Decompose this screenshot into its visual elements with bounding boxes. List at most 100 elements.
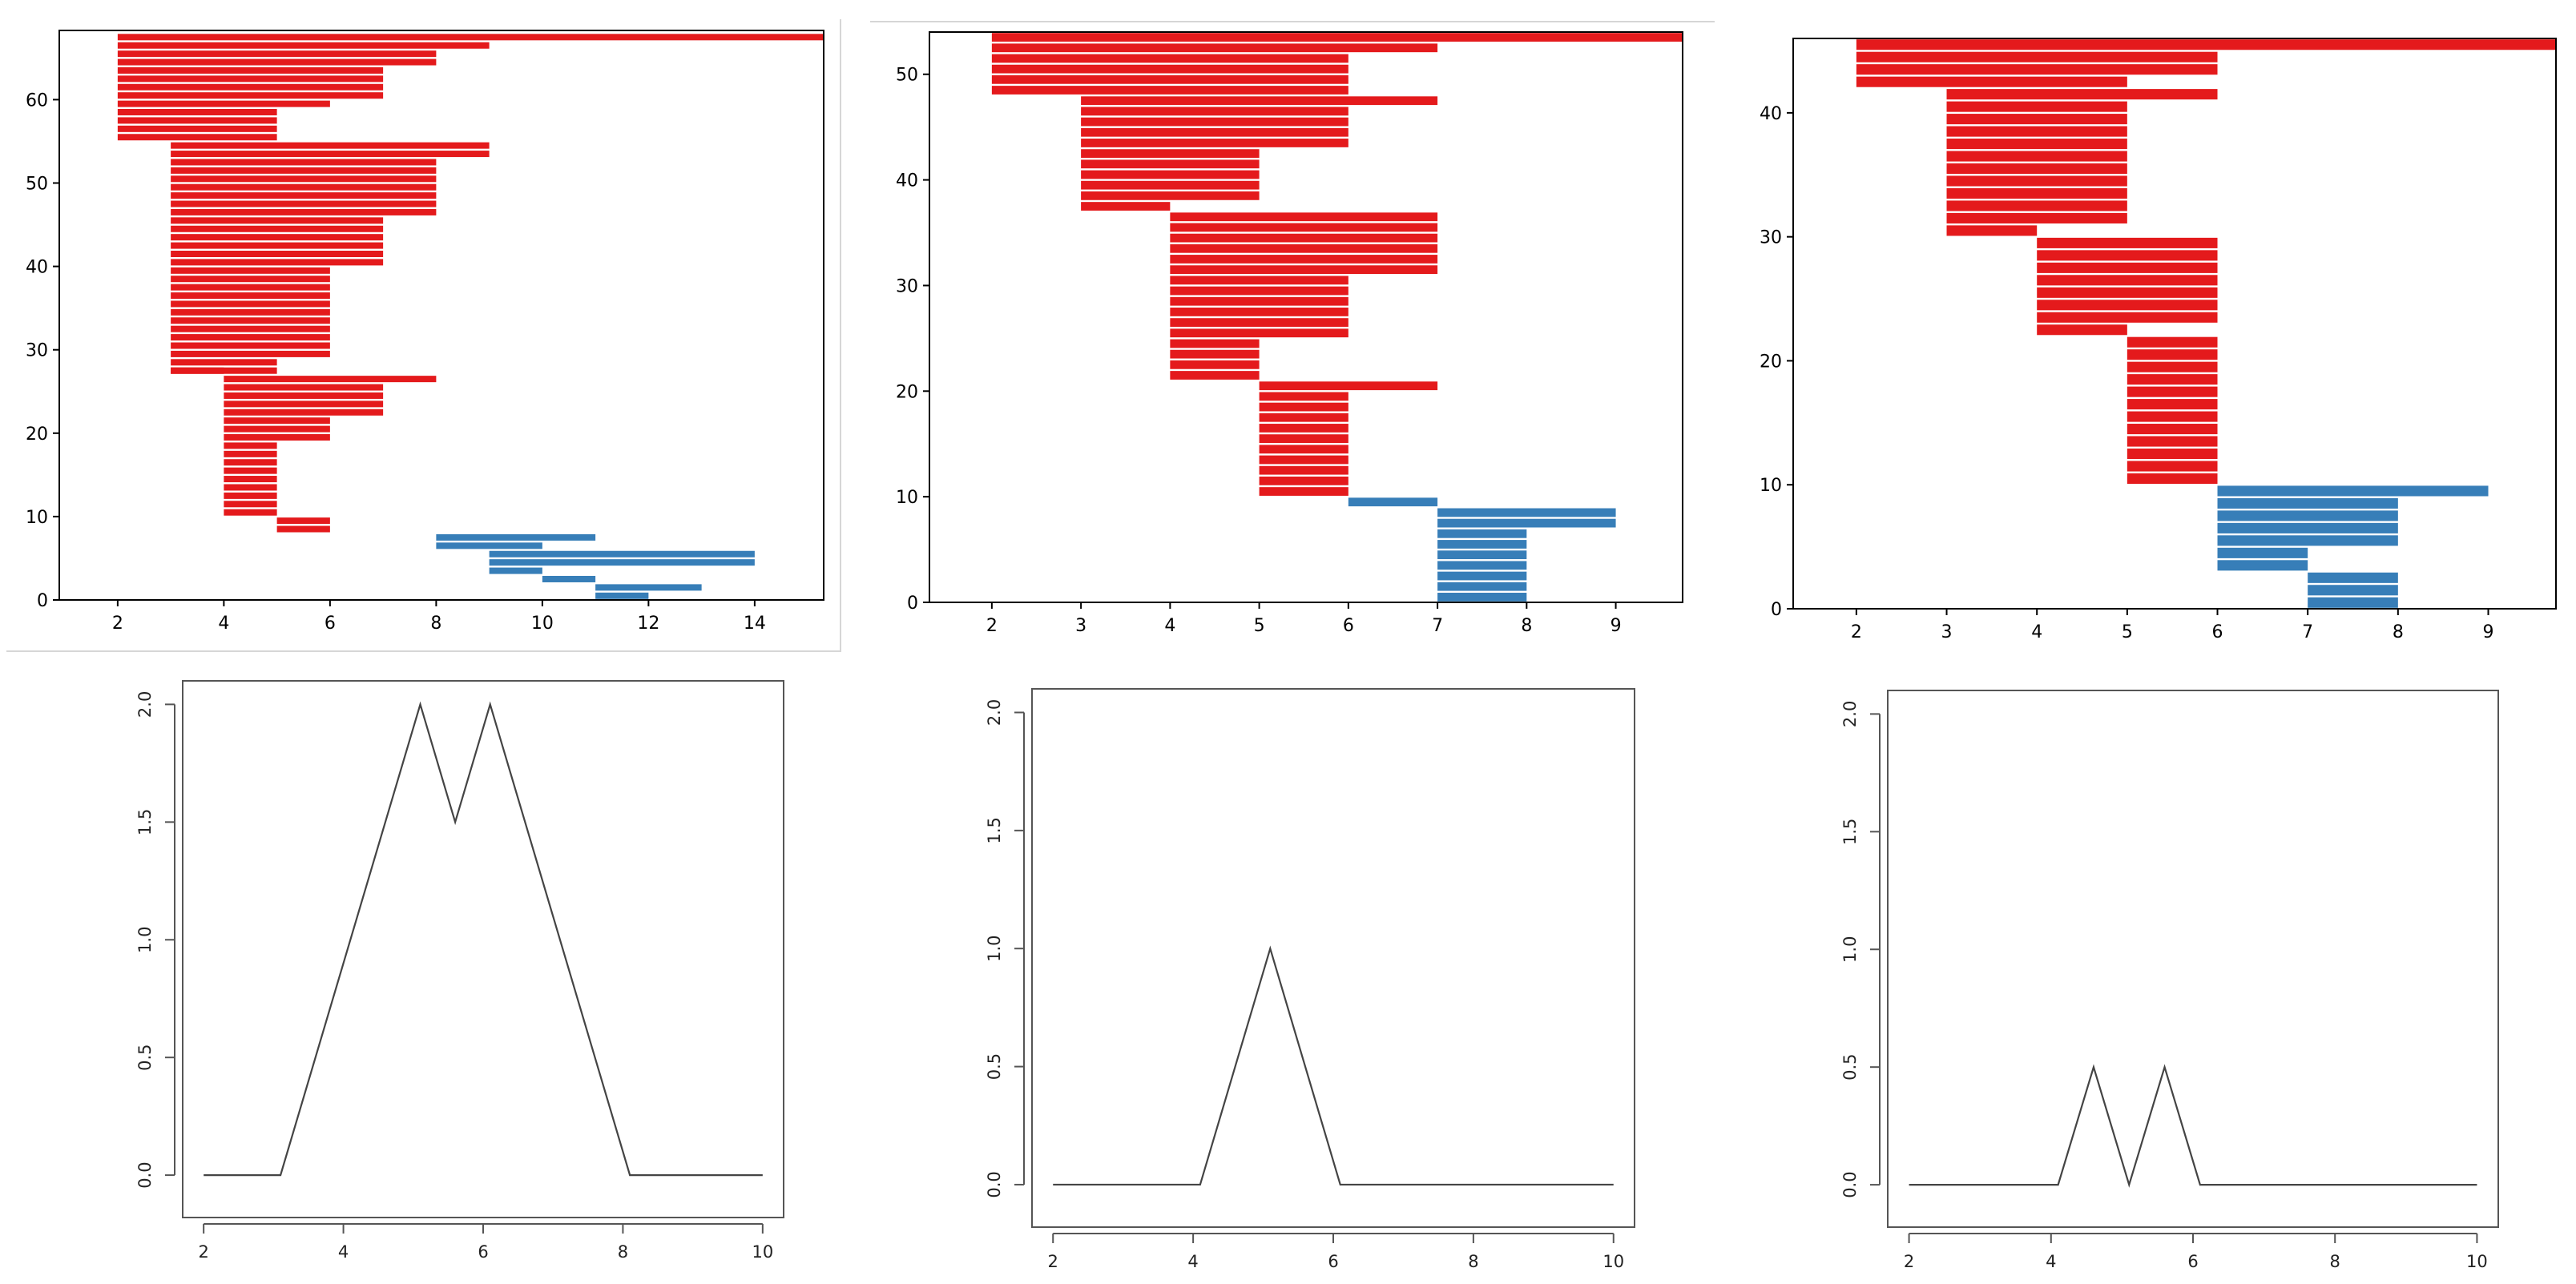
- x-tick-label: 9: [1611, 616, 1622, 636]
- y-tick-label: 1.5: [135, 809, 155, 835]
- series-line: [1909, 1064, 2477, 1188]
- red-bar: [991, 64, 1348, 74]
- blue-bar: [2308, 572, 2398, 583]
- red-bar: [2037, 237, 2218, 248]
- red-bar: [224, 409, 384, 416]
- red-bar: [1259, 392, 1348, 401]
- red-bar: [224, 509, 277, 516]
- x-tick-label: 8: [2330, 1252, 2340, 1271]
- red-bar: [2127, 374, 2218, 385]
- x-tick-label: 2: [198, 1242, 208, 1262]
- red-bar: [1081, 96, 1438, 106]
- red-bar: [171, 142, 490, 149]
- x-tick-label: 2: [986, 616, 998, 636]
- blue-bar: [2217, 497, 2398, 509]
- y-tick-label: 10: [896, 488, 918, 508]
- red-bar: [1170, 371, 1260, 380]
- x-tick-label: 2: [1048, 1252, 1058, 1271]
- chart-top-right: 2 3 4 5 6 7 8 9 0 10 20 30 40: [1760, 38, 2557, 642]
- red-bar: [117, 92, 384, 99]
- red-bar: [171, 342, 330, 349]
- y-tick-label: 0.5: [135, 1044, 155, 1070]
- panel-divider: [870, 21, 1715, 22]
- red-bar: [2127, 361, 2218, 372]
- y-tick-label: 0: [37, 591, 48, 611]
- red-bar: [171, 284, 330, 291]
- red-bar: [276, 517, 330, 525]
- red-bar: [2127, 349, 2218, 360]
- red-bar: [1946, 89, 2218, 100]
- bars-group: [991, 33, 1683, 602]
- red-bar: [117, 100, 330, 107]
- red-bar: [991, 86, 1348, 95]
- red-bar: [224, 492, 277, 499]
- bars-group: [1856, 39, 2556, 608]
- x-tick-label: 14: [744, 614, 766, 634]
- x-tick-label: 6: [478, 1242, 488, 1262]
- x-tick-label: 2: [112, 614, 123, 634]
- red-bar: [117, 117, 277, 124]
- red-bar: [2127, 436, 2218, 447]
- x-tick-label: 7: [2302, 622, 2313, 642]
- x-tick-label: 8: [430, 614, 441, 634]
- red-bar: [2127, 461, 2218, 472]
- red-bar: [1081, 149, 1260, 159]
- red-bar: [1259, 465, 1348, 475]
- y-tick-label: 30: [26, 341, 48, 361]
- plot-frame: [182, 680, 784, 1218]
- chart-top-left: 2 4 6 8 10 12 14 0 10 20 30 40 50 60: [26, 30, 824, 634]
- red-bar: [171, 208, 437, 215]
- chart-bottom-right: 2 4 6 8 10 0.0 0.5 1.0 1.5 2.0: [1840, 690, 2499, 1271]
- y-tick-label: 2.0: [1840, 701, 1860, 727]
- red-bar: [1170, 233, 1438, 243]
- red-bar: [1946, 126, 2127, 137]
- x-tick-label: 3: [1075, 616, 1086, 636]
- red-bar: [1259, 487, 1348, 496]
- red-bar: [1946, 225, 2038, 236]
- red-bar: [224, 384, 384, 391]
- red-bar: [2127, 424, 2218, 435]
- red-bar: [171, 242, 384, 249]
- red-bar: [117, 125, 277, 132]
- red-bar: [2037, 312, 2218, 323]
- red-bar: [171, 217, 384, 224]
- y-tick-label: 40: [896, 171, 918, 191]
- red-bar: [171, 259, 384, 266]
- red-bar: [171, 250, 384, 257]
- red-bar: [2037, 262, 2218, 273]
- red-bar: [224, 425, 330, 433]
- red-bar: [171, 325, 330, 332]
- blue-bar: [1437, 540, 1527, 549]
- y-tick-label: 50: [26, 175, 48, 195]
- y-tick-label: 30: [896, 276, 918, 296]
- x-tick-label: 10: [1602, 1252, 1624, 1271]
- y-tick-label: 0: [907, 594, 918, 614]
- x-tick-label: 6: [325, 614, 336, 634]
- red-bar: [1170, 255, 1438, 264]
- red-bar: [171, 334, 330, 341]
- y-tick-label: 1.0: [1840, 936, 1860, 963]
- red-bar: [171, 308, 330, 316]
- red-bar: [224, 501, 277, 508]
- red-bar: [224, 467, 277, 474]
- red-bar: [171, 292, 330, 300]
- x-tick-label: 8: [618, 1242, 628, 1262]
- blue-bar: [2217, 547, 2308, 558]
- red-bar: [224, 484, 277, 491]
- x-tick-label: 4: [338, 1242, 349, 1262]
- red-bar: [1259, 402, 1348, 412]
- blue-bar: [542, 575, 596, 582]
- x-tick-label: 8: [1521, 616, 1532, 636]
- red-bar: [1170, 223, 1438, 232]
- x-tick-label: 4: [2046, 1252, 2056, 1271]
- x-tick-label: 12: [637, 614, 659, 634]
- blue-bar: [1437, 561, 1527, 570]
- panel-divider: [840, 19, 841, 652]
- blue-bar: [1437, 571, 1527, 581]
- red-bar: [117, 58, 437, 66]
- x-tick-label: 7: [1432, 616, 1443, 636]
- red-bar: [1170, 296, 1348, 306]
- red-bar: [2037, 275, 2218, 286]
- red-bar: [2037, 250, 2218, 261]
- plot-frame: [58, 30, 824, 601]
